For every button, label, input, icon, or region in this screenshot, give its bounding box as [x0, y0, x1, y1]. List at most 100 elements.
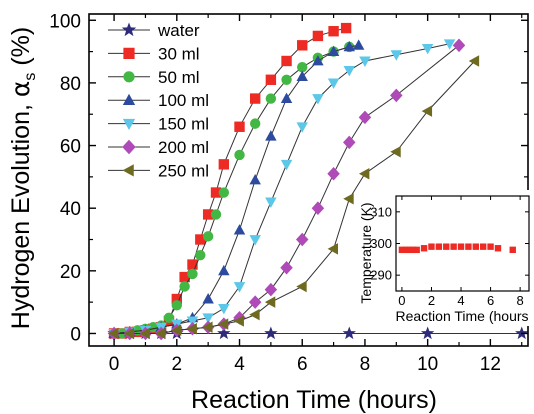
- legend-label: water: [157, 21, 200, 40]
- y-tick-label: 60: [60, 137, 81, 158]
- x-tick-label: 10: [417, 354, 438, 375]
- legend-label: 30 ml: [158, 44, 200, 63]
- legend-label: 50 ml: [158, 68, 200, 87]
- data-point-250-ml: [217, 318, 229, 330]
- data-point-30-ml: [265, 74, 277, 85]
- inset-data-point: [413, 246, 420, 254]
- legend-item-50-ml: 50 ml: [108, 68, 200, 87]
- y-axis-title-prefix: Hydrogen Evolution,: [7, 97, 35, 329]
- data-point-100-ml: [249, 174, 261, 185]
- data-point-30-ml: [340, 22, 352, 34]
- data-point-150-ml: [186, 316, 199, 327]
- data-point-100-ml: [280, 92, 293, 103]
- data-point-50-ml: [265, 93, 277, 104]
- data-point-250-ml: [249, 308, 260, 321]
- inset-data-point: [450, 243, 457, 250]
- series-30-ml: [108, 22, 352, 339]
- inset-data-point: [509, 246, 516, 254]
- data-point-250-ml: [468, 55, 480, 67]
- legend-item-100-ml: 100 ml: [108, 91, 209, 110]
- legend-item-150-ml: 150 ml: [108, 115, 209, 134]
- data-point-100-ml: [265, 130, 277, 141]
- y-axis-title-unit: (%): [7, 27, 35, 73]
- data-point-150-ml: [421, 44, 434, 55]
- legend-item-250-ml: 250 ml: [108, 161, 209, 180]
- data-point-30-ml: [328, 26, 339, 37]
- data-point-100-ml: [202, 293, 214, 304]
- legend-marker: [123, 71, 135, 83]
- data-point-30-ml: [234, 121, 245, 132]
- y-tick-label: 40: [60, 199, 81, 220]
- inset-background: [356, 190, 532, 326]
- data-point-50-ml: [234, 149, 245, 161]
- data-point-250-ml: [139, 327, 150, 340]
- data-point-water: [264, 326, 278, 340]
- legend-label: 150 ml: [158, 115, 209, 134]
- data-point-100-ml: [296, 70, 308, 82]
- inset-x-tick-label: 8: [517, 293, 524, 308]
- inset-y-tick-label: 290: [370, 268, 392, 283]
- data-point-250-ml: [155, 327, 166, 340]
- data-point-100-ml: [312, 55, 324, 66]
- data-point-250-ml: [170, 324, 182, 337]
- data-point-150-ml: [296, 122, 308, 133]
- legend-item-30-ml: 30 ml: [108, 44, 200, 63]
- data-point-150-ml: [443, 39, 456, 50]
- inset-x-tick-label: 0: [398, 293, 405, 308]
- x-tick-label: 0: [109, 354, 120, 375]
- data-point-50-ml: [187, 268, 198, 280]
- x-tick-label: 12: [480, 354, 501, 375]
- data-point-30-ml: [218, 159, 230, 170]
- inset-data-point: [443, 243, 450, 250]
- data-point-150-ml: [343, 65, 355, 77]
- legend-marker: [121, 22, 137, 37]
- legend-label: 250 ml: [158, 161, 209, 180]
- x-tick-label: 4: [234, 354, 245, 375]
- legend: water 30 ml 50 ml 100 ml 150 ml 200 ml 250 ml: [108, 21, 209, 180]
- data-point-30-ml: [312, 30, 324, 42]
- data-point-150-ml: [233, 282, 246, 293]
- data-point-150-ml: [327, 78, 340, 89]
- data-point-150-ml: [390, 50, 403, 61]
- data-point-50-ml: [202, 231, 214, 242]
- data-point-200-ml: [343, 135, 356, 150]
- data-point-250-ml: [296, 280, 307, 293]
- inset-x-tick-label: 6: [487, 293, 494, 308]
- y-tick-label: 0: [70, 324, 81, 345]
- data-point-200-ml: [264, 282, 278, 297]
- data-point-50-ml: [148, 322, 159, 333]
- y-tick-label: 20: [60, 262, 81, 283]
- data-point-250-ml: [421, 105, 433, 117]
- data-point-250-ml: [327, 243, 339, 255]
- data-point-200-ml: [390, 88, 403, 103]
- series-line-30-ml: [114, 27, 347, 334]
- inset-data-point: [465, 243, 472, 250]
- data-point-100-ml: [352, 39, 365, 50]
- series-50-ml: [108, 41, 355, 339]
- data-point-water: [342, 326, 356, 340]
- data-point-30-ml: [210, 187, 222, 198]
- inset-data-point: [479, 243, 487, 250]
- x-tick-label: 6: [297, 354, 308, 375]
- data-point-200-ml: [327, 166, 340, 181]
- data-point-30-ml: [202, 209, 214, 220]
- data-point-250-ml: [186, 323, 197, 335]
- data-point-250-ml: [123, 327, 135, 340]
- data-point-50-ml: [179, 281, 190, 292]
- data-point-50-ml: [218, 187, 230, 198]
- series-line-50-ml: [114, 46, 350, 334]
- y-axis-title: Hydrogen Evolution, αs (%): [6, 27, 39, 329]
- data-point-100-ml: [327, 45, 340, 57]
- inset-data-point: [428, 243, 435, 250]
- inset-data-point: [457, 243, 465, 250]
- inset-y-axis-title: Temperature (K): [358, 202, 374, 303]
- data-point-150-ml: [202, 313, 214, 324]
- inset-data-point: [435, 243, 443, 250]
- series-250-ml: [108, 55, 480, 340]
- data-point-150-ml: [249, 235, 261, 246]
- data-point-150-ml: [359, 56, 371, 67]
- data-point-30-ml: [179, 271, 190, 283]
- data-point-200-ml: [295, 232, 309, 247]
